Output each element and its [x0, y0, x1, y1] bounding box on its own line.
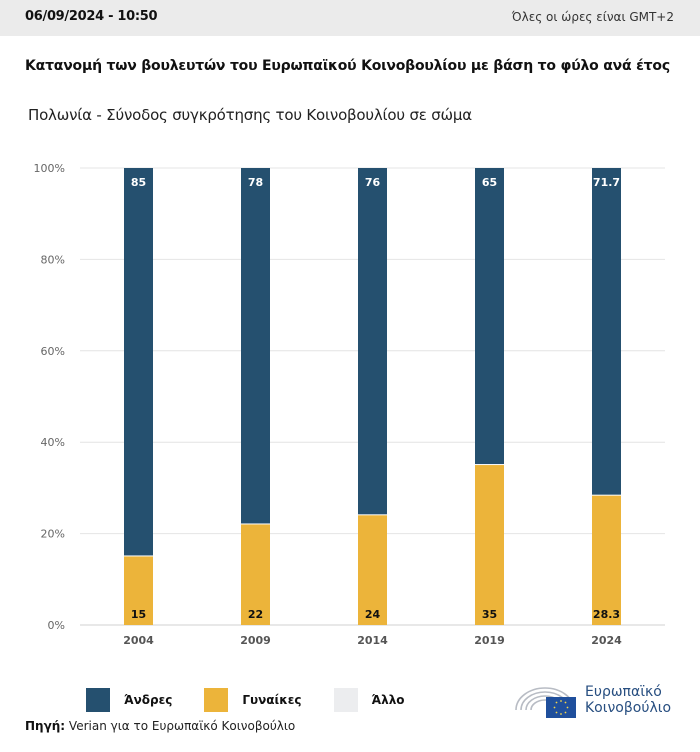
- legend-item-men[interactable]: Άνδρες: [86, 688, 172, 712]
- bar-men-2009[interactable]: [241, 168, 270, 524]
- y-tick-label: 20%: [41, 528, 65, 541]
- legend-item-women[interactable]: Γυναίκες: [204, 688, 302, 712]
- parliament-hemicycle-icon: [515, 687, 576, 718]
- bar-men-2014[interactable]: [358, 168, 387, 515]
- legend-label-other: Άλλο: [371, 693, 405, 707]
- chart-subtitle: Πολωνία - Σύνοδος συγκρότησης του Κοινοβ…: [28, 106, 472, 124]
- bars: 85 15 78 22 76 24 65 35 71.7 28.3: [124, 168, 621, 625]
- y-tick-label: 80%: [41, 253, 65, 266]
- data-label-men: 65: [482, 176, 497, 189]
- bar-men-2024[interactable]: [592, 168, 621, 495]
- top-bar: 06/09/2024 - 10:50 Όλες οι ώρες είναι GM…: [0, 0, 700, 36]
- datetime: 06/09/2024 - 10:50: [25, 9, 158, 24]
- bar-men-2004[interactable]: [124, 168, 153, 556]
- legend-swatch-other: [333, 688, 358, 712]
- x-tick-label: 2019: [474, 634, 505, 647]
- chart-title: Κατανομή των βουλευτών του Ευρωπαϊκού Κο…: [25, 58, 670, 74]
- x-axis-ticks: 2004 2009 2014 2019 2024: [123, 634, 622, 647]
- y-axis-ticks: 0% 20% 40% 60% 80% 100%: [34, 162, 65, 632]
- logo-line-1: Ευρωπαϊκό: [585, 684, 662, 700]
- timezone-note: Όλες οι ώρες είναι GMT+2: [511, 10, 674, 24]
- legend-item-other[interactable]: Άλλο: [333, 688, 405, 712]
- source-text: Verian για το Ευρωπαϊκό Κοινοβούλιο: [65, 719, 296, 733]
- legend-swatch-women: [204, 688, 229, 712]
- x-tick-label: 2014: [357, 634, 388, 647]
- data-label-men: 78: [248, 176, 263, 189]
- y-tick-label: 40%: [41, 436, 65, 449]
- bar-women-2024[interactable]: [592, 495, 621, 625]
- legend: Άνδρες Γυναίκες Άλλο: [86, 688, 437, 712]
- bar-men-2019[interactable]: [475, 168, 504, 465]
- european-parliament-logo[interactable]: Ευρωπαϊκό Κοινοβούλιο: [512, 680, 682, 722]
- bar-women-2004[interactable]: [124, 556, 153, 625]
- legend-swatch-men: [86, 688, 110, 712]
- bar-women-2009[interactable]: [241, 524, 270, 625]
- stacked-bar-chart: 0% 20% 40% 60% 80% 100% 85 15 78 22 76 24 65 35 71.7 2…: [34, 162, 665, 647]
- eu-flag-icon: [546, 697, 576, 718]
- data-label-women: 24: [365, 608, 381, 621]
- data-label-women: 15: [131, 608, 146, 621]
- y-tick-label: 100%: [34, 162, 65, 175]
- data-label-men: 71.7: [593, 176, 620, 189]
- y-tick-label: 60%: [41, 345, 65, 358]
- bar-women-2014[interactable]: [358, 515, 387, 625]
- source-note: Πηγή: Verian για το Ευρωπαϊκό Κοινοβούλι…: [25, 719, 295, 733]
- data-label-women: 35: [482, 608, 497, 621]
- data-label-women: 28.3: [593, 608, 620, 621]
- x-tick-label: 2004: [123, 634, 154, 647]
- source-label: Πηγή:: [25, 719, 66, 733]
- x-tick-label: 2009: [240, 634, 271, 647]
- data-label-men: 85: [131, 176, 146, 189]
- data-label-men: 76: [365, 176, 381, 189]
- legend-label-men: Άνδρες: [124, 693, 173, 707]
- bar-women-2019[interactable]: [475, 465, 504, 625]
- y-tick-label: 0%: [48, 619, 65, 632]
- legend-label-women: Γυναίκες: [242, 693, 302, 707]
- data-label-women: 22: [248, 608, 263, 621]
- x-tick-label: 2024: [591, 634, 622, 647]
- logo-line-2: Κοινοβούλιο: [585, 700, 672, 716]
